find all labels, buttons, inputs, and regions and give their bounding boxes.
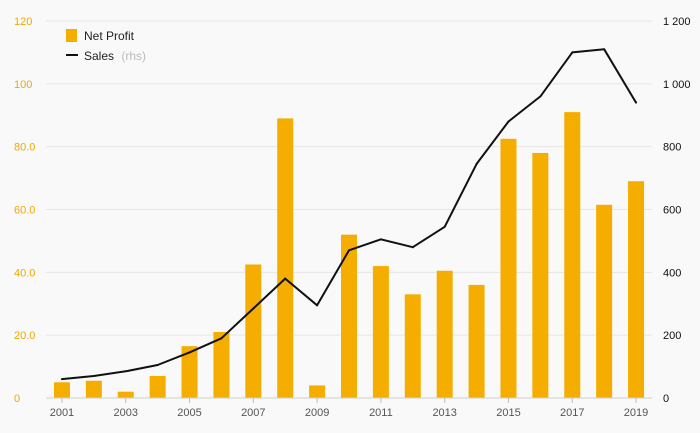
- sales-point-2010: [348, 249, 350, 252]
- sales-point-2011: [379, 238, 382, 241]
- left-axis-tick-label: 40.0: [14, 267, 35, 279]
- sales-point-2007: [252, 307, 255, 310]
- net-profit-bar-2012: [404, 294, 421, 398]
- left-axis-tick-label: 20.0: [14, 330, 35, 342]
- left-axis-tick-label: 120: [14, 16, 32, 28]
- net-profit-bar-2010: [341, 234, 357, 398]
- net-profit-bar-2002: [85, 380, 102, 398]
- left-axis-tick-label: 80.0: [14, 142, 35, 154]
- sales-point-2003: [124, 370, 127, 373]
- net-profit-bar-2009: [309, 385, 326, 398]
- sales-point-2009: [316, 304, 319, 307]
- net-profit-bar-2017: [564, 112, 581, 398]
- net-profit-bar-2016: [532, 152, 549, 398]
- right-axis-tick-label: 0: [663, 393, 669, 405]
- right-axis-tick-label: 1 200: [663, 16, 691, 28]
- net-profit-bar-2019: [628, 181, 645, 398]
- sales-point-2014: [475, 162, 478, 165]
- net-profit-bar-2008: [277, 118, 294, 399]
- sales-line-layer: [60, 48, 638, 381]
- legend-label-sales: Sales (rhs): [84, 49, 146, 63]
- left-axis-tick-label: 100: [14, 79, 32, 91]
- sales-point-2002: [92, 375, 95, 378]
- right-axis-tick-label: 600: [663, 205, 681, 217]
- x-axis-tick-label: 2011: [369, 407, 393, 419]
- net-profit-bar-2007: [245, 264, 262, 398]
- legend-label-net-profit: Net Profit: [84, 29, 135, 43]
- legend-sales-note: (rhs): [121, 49, 146, 63]
- sales-point-2013: [443, 225, 446, 228]
- left-axis-tick-label: 0: [14, 393, 20, 405]
- grid-lines: [46, 20, 652, 336]
- net-profit-bar-2005: [181, 346, 198, 398]
- sales-point-2017: [571, 51, 574, 54]
- net-profit-bar-2003: [117, 391, 134, 398]
- net-profit-bar-2015: [500, 138, 517, 398]
- net-profit-bar-2001: [53, 382, 70, 398]
- x-axis-tick-label: 2005: [177, 407, 201, 419]
- sales-point-2005: [188, 351, 191, 354]
- net-profit-bar-2018: [596, 204, 613, 398]
- x-axis-tick-label: 2007: [241, 407, 265, 419]
- right-axis-tick-label: 800: [663, 142, 681, 154]
- x-axis-tick-label: 2003: [113, 407, 137, 419]
- x-axis-tick-label: 2013: [432, 407, 456, 419]
- sales-point-2019: [635, 101, 638, 104]
- right-axis-tick-label: 1 000: [663, 79, 691, 91]
- sales-point-2015: [507, 120, 510, 123]
- sales-point-2018: [603, 48, 606, 51]
- x-axis-tick-label: 2009: [305, 407, 329, 419]
- legend-sales-name: Sales: [84, 49, 114, 63]
- sales-point-2008: [284, 277, 287, 280]
- net-profit-bar-2013: [436, 270, 453, 398]
- sales-point-2012: [411, 246, 414, 249]
- x-axis-tick-label: 2017: [560, 407, 584, 419]
- left-axis-tick-label: 60.0: [14, 205, 35, 217]
- x-axis-tick-label: 2019: [624, 407, 648, 419]
- net-profit-bar-2004: [149, 376, 166, 398]
- legend-swatch-net-profit: [66, 29, 77, 42]
- right-axis-tick-label: 200: [663, 330, 681, 342]
- sales-point-2016: [539, 95, 542, 98]
- axes: 0 0 20.0 200 40.0 400 60.0 600 80.0 800 100 1 000 12…: [14, 16, 691, 419]
- net-profit-bars: [53, 112, 645, 399]
- net-profit-bar-2006: [213, 332, 230, 398]
- sales-point-2006: [220, 337, 223, 340]
- x-axis-tick-label: 2015: [496, 407, 520, 419]
- sales-point-2004: [156, 364, 159, 367]
- net-profit-bar-2011: [372, 266, 389, 398]
- sales-point-2001: [60, 378, 63, 381]
- legend: Net Profit Sales (rhs): [66, 29, 146, 63]
- x-axis-tick-label: 2001: [50, 407, 74, 419]
- right-axis-tick-label: 400: [663, 267, 681, 279]
- net-profit-bar-2014: [468, 284, 485, 398]
